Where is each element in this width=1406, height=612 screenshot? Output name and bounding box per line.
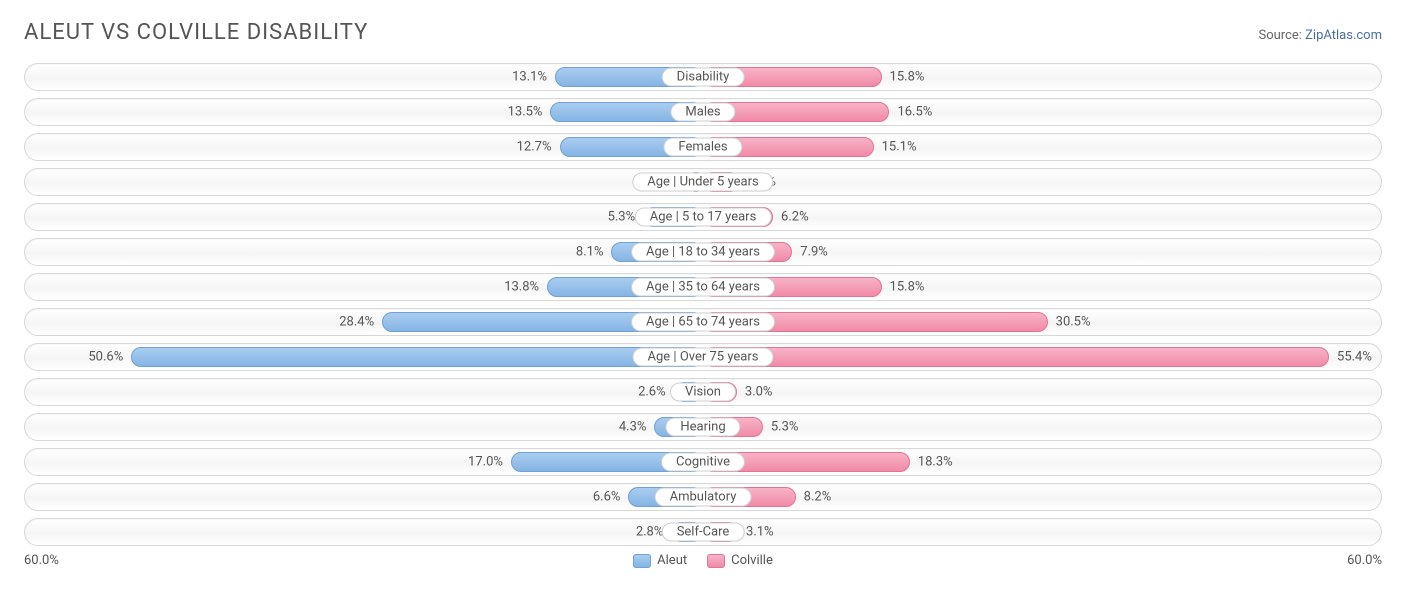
value-right: 5.3% <box>771 420 799 435</box>
row-category-label: Vision <box>670 383 736 402</box>
chart-row: Age | Over 75 years 50.6% 55.4% <box>24 343 1382 371</box>
value-right: 30.5% <box>1056 315 1091 330</box>
value-left: 13.5% <box>508 105 543 120</box>
row-category-label: Age | 18 to 34 years <box>631 243 775 262</box>
chart-title: ALEUT VS COLVILLE DISABILITY <box>24 20 368 45</box>
value-right: 18.3% <box>918 455 953 470</box>
chart-row: Age | 18 to 34 years 8.1% 7.9% <box>24 238 1382 266</box>
legend-label: Colville <box>731 553 773 568</box>
value-left: 13.1% <box>512 70 547 85</box>
chart-header: ALEUT VS COLVILLE DISABILITY Source: Zip… <box>24 20 1382 45</box>
row-category-label: Age | Under 5 years <box>632 173 773 192</box>
chart-row: Females 12.7% 15.1% <box>24 133 1382 161</box>
value-left: 12.7% <box>517 140 552 155</box>
row-category-label: Age | 35 to 64 years <box>631 278 775 297</box>
value-left: 2.8% <box>636 525 664 540</box>
row-category-label: Disability <box>662 68 745 87</box>
row-category-label: Females <box>663 138 742 157</box>
value-left: 2.6% <box>638 385 666 400</box>
legend-item: Colville <box>707 553 773 568</box>
value-left: 5.3% <box>608 210 636 225</box>
row-category-label: Cognitive <box>661 453 745 472</box>
value-right: 16.5% <box>897 105 932 120</box>
axis-max-left: 60.0% <box>24 553 59 568</box>
bar-right <box>703 347 1329 367</box>
value-right: 15.8% <box>890 280 925 295</box>
value-left: 8.1% <box>576 245 604 260</box>
row-category-label: Self-Care <box>662 523 745 542</box>
chart-row: Self-Care2.8% 3.1% <box>24 518 1382 546</box>
value-left: 28.4% <box>339 315 374 330</box>
value-left: 17.0% <box>468 455 503 470</box>
legend-swatch <box>633 554 651 568</box>
chart-row: Age | 35 to 64 years 13.8% 15.8% <box>24 273 1382 301</box>
value-left: 13.8% <box>504 280 539 295</box>
value-right: 3.1% <box>746 525 774 540</box>
chart-row: Vision 2.6% 3.0% <box>24 378 1382 406</box>
value-left: 50.6% <box>88 350 123 365</box>
source-prefix: Source: <box>1258 28 1305 43</box>
value-left: 6.6% <box>593 490 621 505</box>
value-right: 3.0% <box>745 385 773 400</box>
legend-item: Aleut <box>633 553 687 568</box>
value-right: 6.2% <box>781 210 809 225</box>
chart-row: Age | Under 5 years1.2%3.3% <box>24 168 1382 196</box>
source-link[interactable]: ZipAtlas.com <box>1305 28 1382 43</box>
row-category-label: Hearing <box>665 418 740 437</box>
value-right: 55.4% <box>1337 350 1372 365</box>
chart-row: Cognitive 17.0% 18.3% <box>24 448 1382 476</box>
chart-row: Males 13.5% 16.5% <box>24 98 1382 126</box>
chart-row: Age | 5 to 17 years5.3% 6.2% <box>24 203 1382 231</box>
chart-source: Source: ZipAtlas.com <box>1258 28 1382 43</box>
row-category-label: Males <box>670 103 735 122</box>
value-right: 8.2% <box>804 490 832 505</box>
legend-swatch <box>707 554 725 568</box>
row-category-label: Ambulatory <box>655 488 752 507</box>
chart-row: Disability 13.1% 15.8% <box>24 63 1382 91</box>
row-category-label: Age | 5 to 17 years <box>635 208 772 227</box>
value-right: 15.8% <box>890 70 925 85</box>
value-right: 7.9% <box>800 245 828 260</box>
bar-left <box>131 347 703 367</box>
chart-row: Age | 65 to 74 years 28.4% 30.5% <box>24 308 1382 336</box>
chart-footer: 60.0% Aleut Colville 60.0% <box>24 553 1382 568</box>
legend: Aleut Colville <box>633 553 773 568</box>
legend-label: Aleut <box>657 553 687 568</box>
row-category-label: Age | 65 to 74 years <box>631 313 775 332</box>
value-left: 4.3% <box>619 420 647 435</box>
chart-row: Ambulatory 6.6% 8.2% <box>24 483 1382 511</box>
chart-area: Disability 13.1% 15.8% Males 13.5% 16.5% Femal… <box>24 63 1382 546</box>
row-category-label: Age | Over 75 years <box>633 348 774 367</box>
axis-max-right: 60.0% <box>1347 553 1382 568</box>
value-right: 15.1% <box>882 140 917 155</box>
chart-row: Hearing 4.3% 5.3% <box>24 413 1382 441</box>
